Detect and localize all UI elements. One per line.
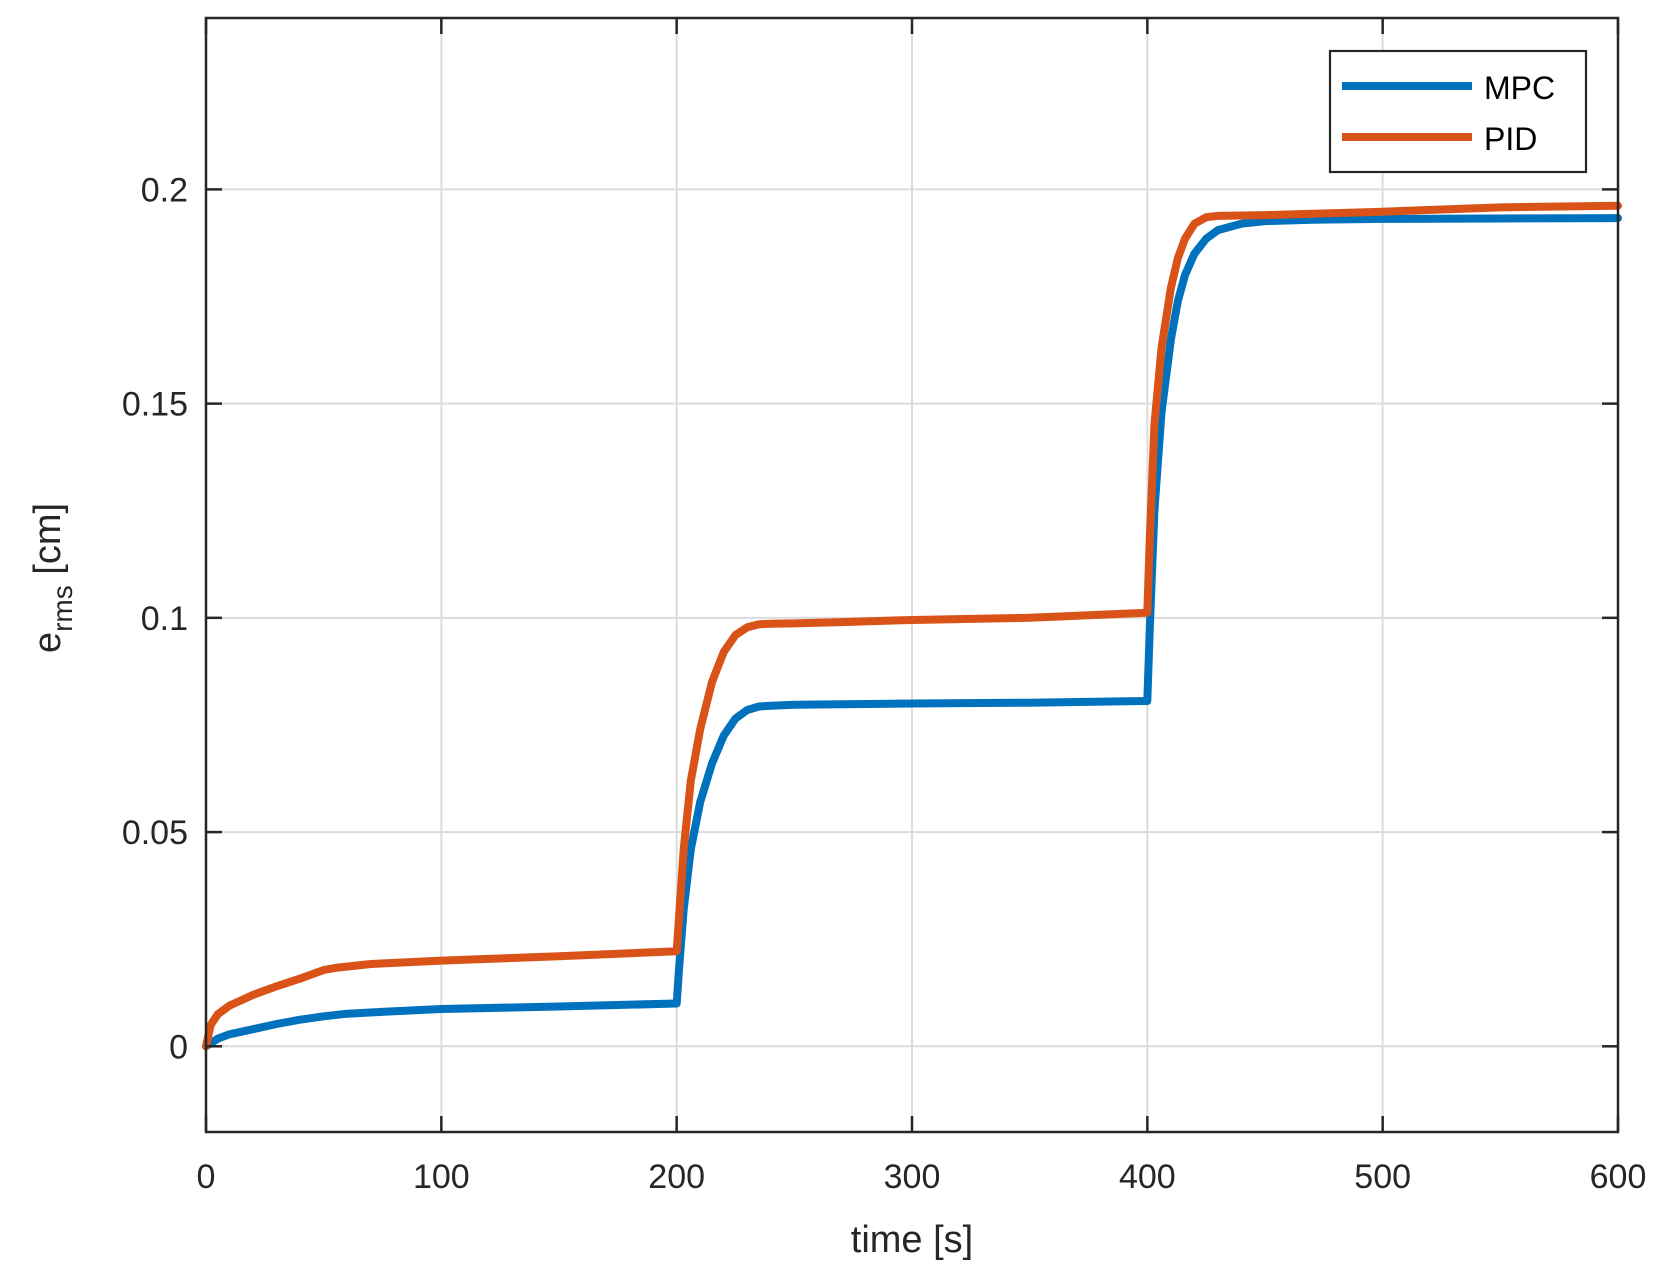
- legend-box: [1328, 49, 1588, 174]
- x-tick-label: 400: [1119, 1158, 1176, 1196]
- x-tick-label: 100: [413, 1158, 470, 1196]
- tick-labels: 0 100 200 300 400 500 600 0 0.05 0.1 0.15 0.2: [122, 171, 1647, 1196]
- x-tick-label: 500: [1354, 1158, 1411, 1196]
- y-tick-label: 0.2: [141, 171, 188, 209]
- series-layer: [202, 201, 1622, 1051]
- x-tick-label: 300: [884, 1158, 941, 1196]
- y-axis-label-unit: [cm]: [27, 503, 69, 585]
- y-axis-label-subscript: rms: [47, 585, 78, 632]
- series-line-mpc: [202, 214, 1622, 1051]
- y-tick-label: 0: [169, 1028, 188, 1066]
- y-tick-label: 0.1: [141, 600, 188, 638]
- x-tick-label: 600: [1590, 1158, 1647, 1196]
- y-axis-label: erms [cm]: [27, 503, 78, 653]
- x-tick-label: 0: [197, 1158, 216, 1196]
- x-axis-label: time [s]: [851, 1219, 973, 1261]
- y-axis-label-main: e: [27, 632, 69, 653]
- series-line-pid: [202, 201, 1622, 1051]
- legend-label-mpc: MPC: [1484, 70, 1555, 106]
- x-tick-label: 200: [648, 1158, 705, 1196]
- y-tick-label: 0.05: [122, 814, 188, 852]
- y-tick-label: 0.15: [122, 386, 188, 424]
- legend-label-pid: PID: [1484, 121, 1537, 157]
- legend: MPC PID: [1328, 49, 1588, 174]
- tick-marks: [204, 18, 1620, 1132]
